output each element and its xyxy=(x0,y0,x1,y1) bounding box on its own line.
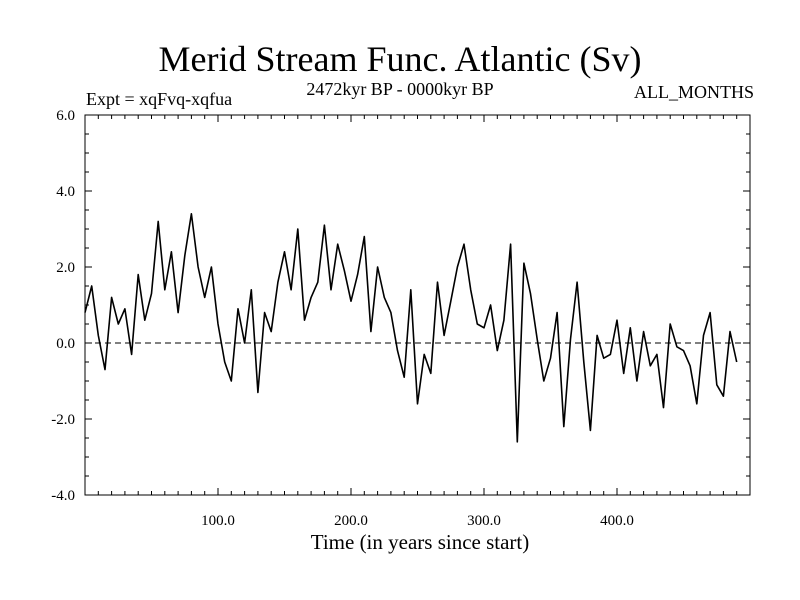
x-tick-label: 100.0 xyxy=(201,513,235,529)
x-tick-label: 400.0 xyxy=(600,513,634,529)
chart-title: Merid Stream Func. Atlantic (Sv) xyxy=(158,39,642,79)
months-label: ALL_MONTHS xyxy=(634,82,754,102)
x-axis-label: Time (in years since start) xyxy=(310,530,530,554)
y-tick-label: 6.0 xyxy=(56,108,75,124)
series-line-0 xyxy=(84,213,738,443)
y-tick-label: -4.0 xyxy=(51,488,75,504)
y-tick-label: 2.0 xyxy=(56,260,75,276)
plot-frame xyxy=(84,114,751,496)
experiment-label: Expt = xqFvq-xqfua xyxy=(86,89,233,109)
y-tick-label: 0.0 xyxy=(56,336,75,352)
x-tick-label: 300.0 xyxy=(467,513,501,529)
y-tick-label: 4.0 xyxy=(56,184,75,200)
y-tick-label: -2.0 xyxy=(51,412,75,428)
time-range-label: 2472kyr BP - 0000kyr BP xyxy=(306,79,494,99)
x-tick-label: 200.0 xyxy=(334,513,368,529)
